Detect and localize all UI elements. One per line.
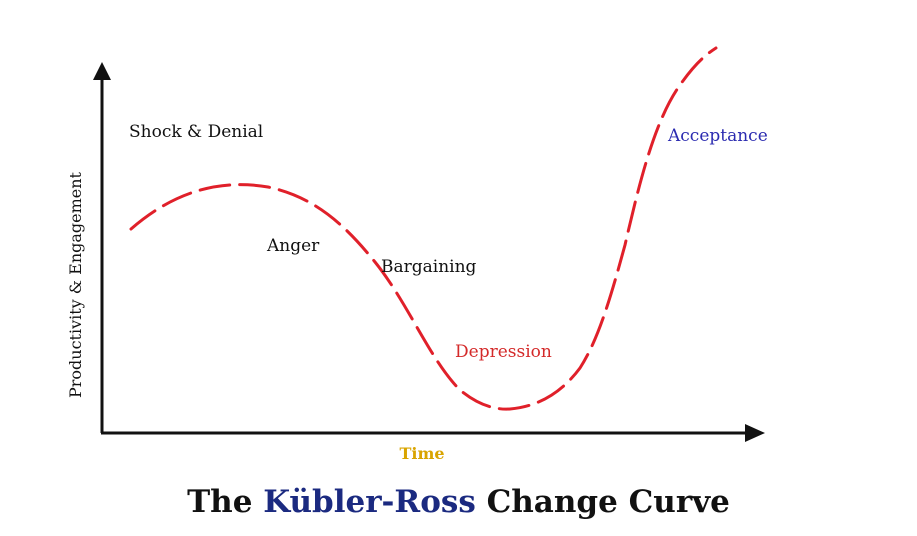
stage-label-anger: Anger xyxy=(266,236,320,256)
diagram-title: The Kübler-Ross Change Curve xyxy=(0,484,917,520)
change-curve-line xyxy=(129,46,718,411)
x-axis-arrow-icon xyxy=(745,424,765,442)
x-axis-label: Time xyxy=(399,444,444,463)
stage-label-shock-denial: Shock & Denial xyxy=(129,122,263,142)
title-prefix: The xyxy=(187,484,253,520)
stage-label-depression: Depression xyxy=(455,342,552,362)
stage-label-acceptance: Acceptance xyxy=(667,126,768,146)
title-highlight: Kübler-Ross xyxy=(263,484,476,520)
y-axis-label: Productivity & Engagement xyxy=(66,171,85,398)
y-axis-arrow-icon xyxy=(93,62,111,80)
title-suffix: Change Curve xyxy=(486,484,730,520)
stage-label-bargaining: Bargaining xyxy=(381,257,477,277)
